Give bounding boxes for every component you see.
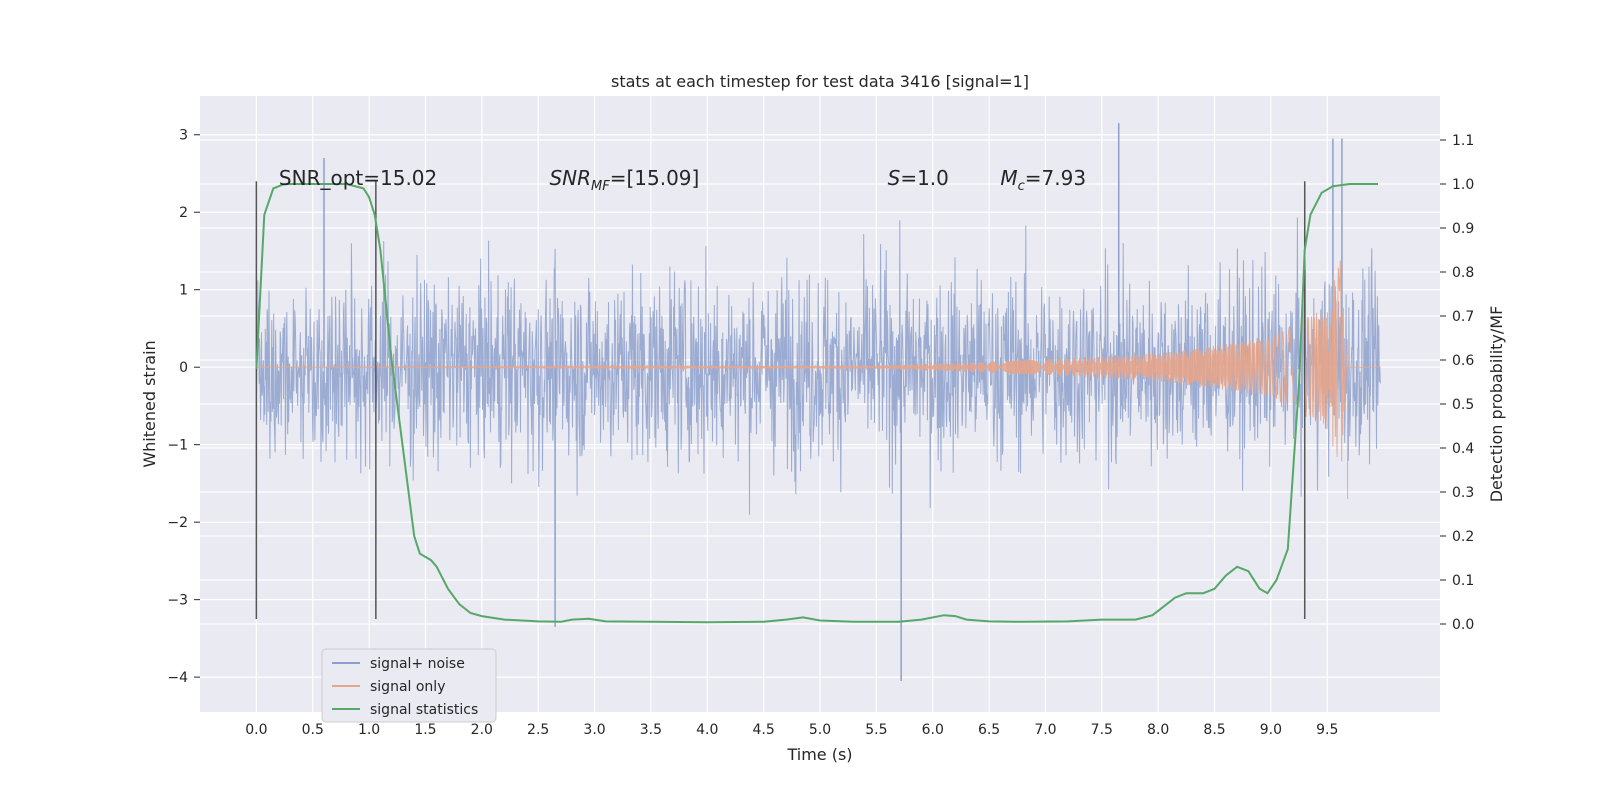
legend-label-signal-statistics: signal statistics: [370, 702, 478, 718]
signal-noise-line: [255, 217, 1381, 515]
x-tick-label: 9.0: [1260, 722, 1282, 738]
y-tick-label: −4: [167, 670, 188, 686]
x-tick-label: 0.5: [302, 722, 324, 738]
legend-label-signal-noise: signal+ noise: [370, 656, 465, 672]
signal-only-line: [256, 260, 1381, 499]
y-axis-label-right: Detection probability/MF: [1487, 306, 1506, 503]
y-right-tick-label: 0.1: [1452, 573, 1474, 589]
y-right-tick-label: 0.6: [1452, 353, 1474, 369]
y-tick-label: −2: [167, 515, 188, 531]
y-tick-label: 1: [179, 283, 188, 299]
annotation-text: SNR_opt=15.02: [279, 166, 437, 190]
legend-box: [321, 648, 497, 723]
chart-title: stats at each timestep for test data 341…: [611, 72, 1029, 91]
x-tick-label: 1.0: [358, 722, 380, 738]
y-right-tick-label: 0.7: [1452, 309, 1474, 325]
x-tick-label: 5.0: [809, 722, 831, 738]
x-tick-label: 6.0: [922, 722, 944, 738]
x-tick-label: 4.0: [696, 722, 718, 738]
y-right-tick-label: 0.2: [1452, 529, 1474, 545]
y-right-tick-label: 1.1: [1452, 133, 1474, 149]
signal-statistics-line: [255, 183, 1378, 624]
legend: signal+ noise signal only signal statist…: [321, 648, 497, 723]
annotation-text: Mc=7.93: [1000, 166, 1086, 194]
x-tick-label: 3.5: [640, 722, 662, 738]
x-tick-label: 5.5: [865, 722, 887, 738]
x-tick-label: 7.5: [1091, 722, 1113, 738]
annotations: SNR_opt=15.02 SNRMF=[15.09] S=1.0 Mc=7.93: [279, 166, 1086, 194]
x-tick-label: 2.5: [527, 722, 549, 738]
x-tick-label: 4.5: [753, 722, 775, 738]
x-tick-label: 2.0: [471, 722, 493, 738]
y-right-tick-label: 1.0: [1452, 177, 1474, 193]
y-right-tick-label: 0.5: [1452, 397, 1474, 413]
series-signal-only: [256, 260, 1381, 499]
annotation-text: S=1.0: [888, 166, 949, 190]
y-right-tick-label: 0.3: [1452, 485, 1474, 501]
y-right-tick-label: 0.9: [1452, 221, 1474, 237]
series-signal-noise: [255, 123, 1381, 682]
ticks: 0.0 0.5 1.0 1.5 2.0 2.5 3.0 3.5 4.0 4.5 5.0 5.5 6.0 6…: [167, 128, 1474, 738]
x-axis-label: Time (s): [786, 745, 852, 764]
y-tick-label: 2: [179, 205, 188, 221]
y-tick-label: 3: [179, 128, 188, 144]
y-right-tick-label: 0.8: [1452, 265, 1474, 281]
x-tick-label: 9.5: [1316, 722, 1338, 738]
x-tick-label: 8.0: [1147, 722, 1169, 738]
y-axis-label: Whitened strain: [140, 340, 159, 467]
y-right-tick-label: 0.0: [1452, 617, 1474, 633]
y-tick-label: −1: [167, 438, 188, 454]
legend-label-signal-only: signal only: [370, 679, 445, 695]
x-tick-label: 7.0: [1034, 722, 1056, 738]
x-tick-label: 6.5: [978, 722, 1000, 738]
y-right-tick-label: 0.4: [1452, 441, 1474, 457]
y-tick-label: 0: [179, 360, 188, 376]
y-tick-label: −3: [167, 593, 188, 609]
x-tick-label: 3.0: [583, 722, 605, 738]
series-signal-statistics: [255, 183, 1378, 624]
annotation-text: SNRMF=[15.09]: [549, 166, 699, 194]
x-tick-label: 1.5: [414, 722, 436, 738]
x-tick-label: 0.0: [245, 722, 267, 738]
x-tick-label: 8.5: [1203, 722, 1225, 738]
